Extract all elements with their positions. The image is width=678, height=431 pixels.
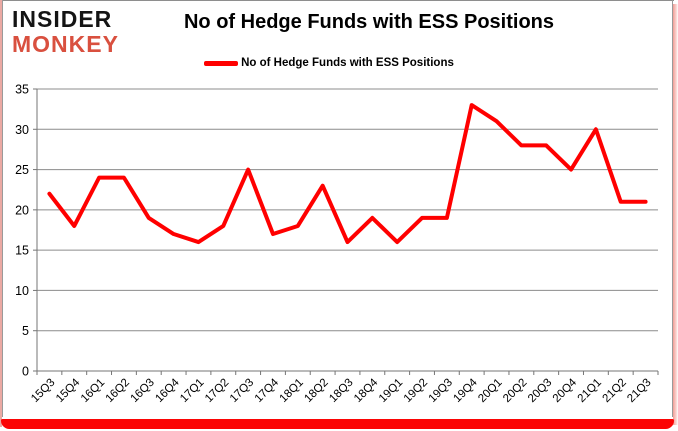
- logo-monkey-text: MONKEY: [12, 31, 119, 57]
- y-axis-tick-label: 30: [15, 123, 29, 137]
- x-axis-tick-label: 20Q1: [476, 377, 504, 405]
- frame-right-edge: [673, 4, 678, 425]
- y-axis-tick-label: 20: [15, 203, 29, 217]
- series-line: [47, 103, 648, 245]
- y-axis-tick-label: 25: [15, 163, 29, 177]
- x-axis-tick-label: 16Q2: [104, 377, 132, 405]
- x-axis-tick-label: 20Q2: [501, 377, 529, 405]
- legend-label: No of Hedge Funds with ESS Positions: [241, 57, 454, 69]
- chart-title: No of Hedge Funds with ESS Positions: [183, 11, 554, 33]
- x-axis-tick-label: 15Q3: [29, 377, 57, 405]
- x-axis-tick-label: 21Q1: [576, 377, 604, 405]
- x-axis-tick-label: 20Q4: [551, 376, 580, 405]
- logo-insider-text: INSIDER: [12, 6, 113, 32]
- y-axis-tick-label: 35: [15, 83, 29, 97]
- x-axis-tick-label: 18Q4: [352, 376, 381, 405]
- y-axis-tick-label: 0: [22, 365, 29, 379]
- y-axis-tick-label: 5: [22, 324, 29, 338]
- x-axis-tick-label: 16Q1: [79, 377, 107, 405]
- frame-bottom-bar: [1, 419, 674, 429]
- x-axis-tick-label: 20Q3: [526, 377, 554, 405]
- x-axis-tick-label: 19Q4: [451, 376, 480, 405]
- x-axis-tick-label: 19Q1: [377, 377, 405, 405]
- x-axis-tick-label: 17Q4: [253, 376, 282, 405]
- frame-right-border: [672, 0, 673, 417]
- x-axis-tick-label: 17Q1: [178, 377, 206, 405]
- x-axis-tick-label: 19Q3: [427, 377, 455, 405]
- x-axis-tick-label: 18Q1: [278, 377, 306, 405]
- x-axis-tick-label: 18Q2: [302, 377, 330, 405]
- x-axis-tick-label: 17Q3: [228, 377, 256, 405]
- frame-left-border: [2, 0, 3, 417]
- x-axis-tick-label: 16Q4: [153, 376, 182, 405]
- x-axis-tick-label: 18Q3: [327, 377, 355, 405]
- frame-top-border: [0, 0, 674, 1]
- x-axis-tick-label: 19Q2: [402, 377, 430, 405]
- y-axis-tick-label: 10: [15, 284, 29, 298]
- frame-left-edge: [0, 0, 2, 427]
- insider-monkey-logo: INSIDER MONKEY: [12, 7, 119, 57]
- legend-line-marker: [204, 60, 239, 66]
- y-axis-tick-label: 15: [15, 244, 29, 258]
- x-axis-tick-label: 16Q3: [129, 377, 157, 405]
- legend: No of Hedge Funds with ESS Positions: [0, 57, 658, 69]
- x-axis-tick-label: 21Q3: [625, 377, 653, 405]
- x-axis-tick-label: 15Q4: [54, 376, 83, 405]
- x-axis-tick-label: 21Q2: [600, 377, 628, 405]
- x-axis-tick-label: 17Q2: [203, 377, 231, 405]
